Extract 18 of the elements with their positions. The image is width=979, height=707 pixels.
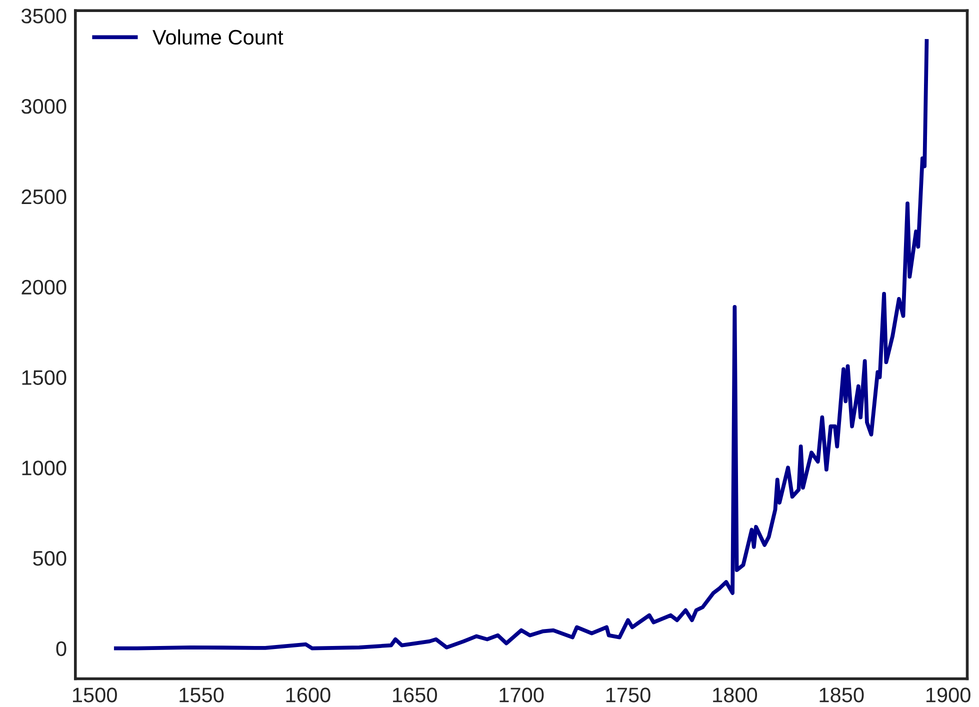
legend-label: Volume Count bbox=[152, 29, 284, 45]
x-tick-label: 1800 bbox=[713, 688, 758, 702]
y-tick-label: 1000 bbox=[22, 460, 66, 476]
y-tick-label: 2500 bbox=[22, 189, 66, 204]
y-tick-label: 500 bbox=[33, 550, 66, 566]
x-tick-label: 1650 bbox=[393, 688, 437, 702]
x-tick-label: 1600 bbox=[286, 688, 330, 702]
x-tick-label: 1850 bbox=[820, 688, 864, 702]
x-tick-label: 1700 bbox=[500, 688, 544, 702]
x-tick-label: 1550 bbox=[180, 688, 224, 702]
x-tick-label: 1500 bbox=[73, 688, 117, 702]
y-tick-label: 0 bbox=[56, 641, 66, 656]
x-tick-label: 1750 bbox=[606, 688, 650, 702]
y-tick-label: 2000 bbox=[22, 280, 66, 295]
y-tick-label: 3000 bbox=[22, 99, 66, 114]
y-tick-label: 1500 bbox=[22, 370, 66, 385]
x-tick-label: 1900 bbox=[926, 688, 970, 702]
y-tick-label: 3500 bbox=[22, 8, 66, 24]
